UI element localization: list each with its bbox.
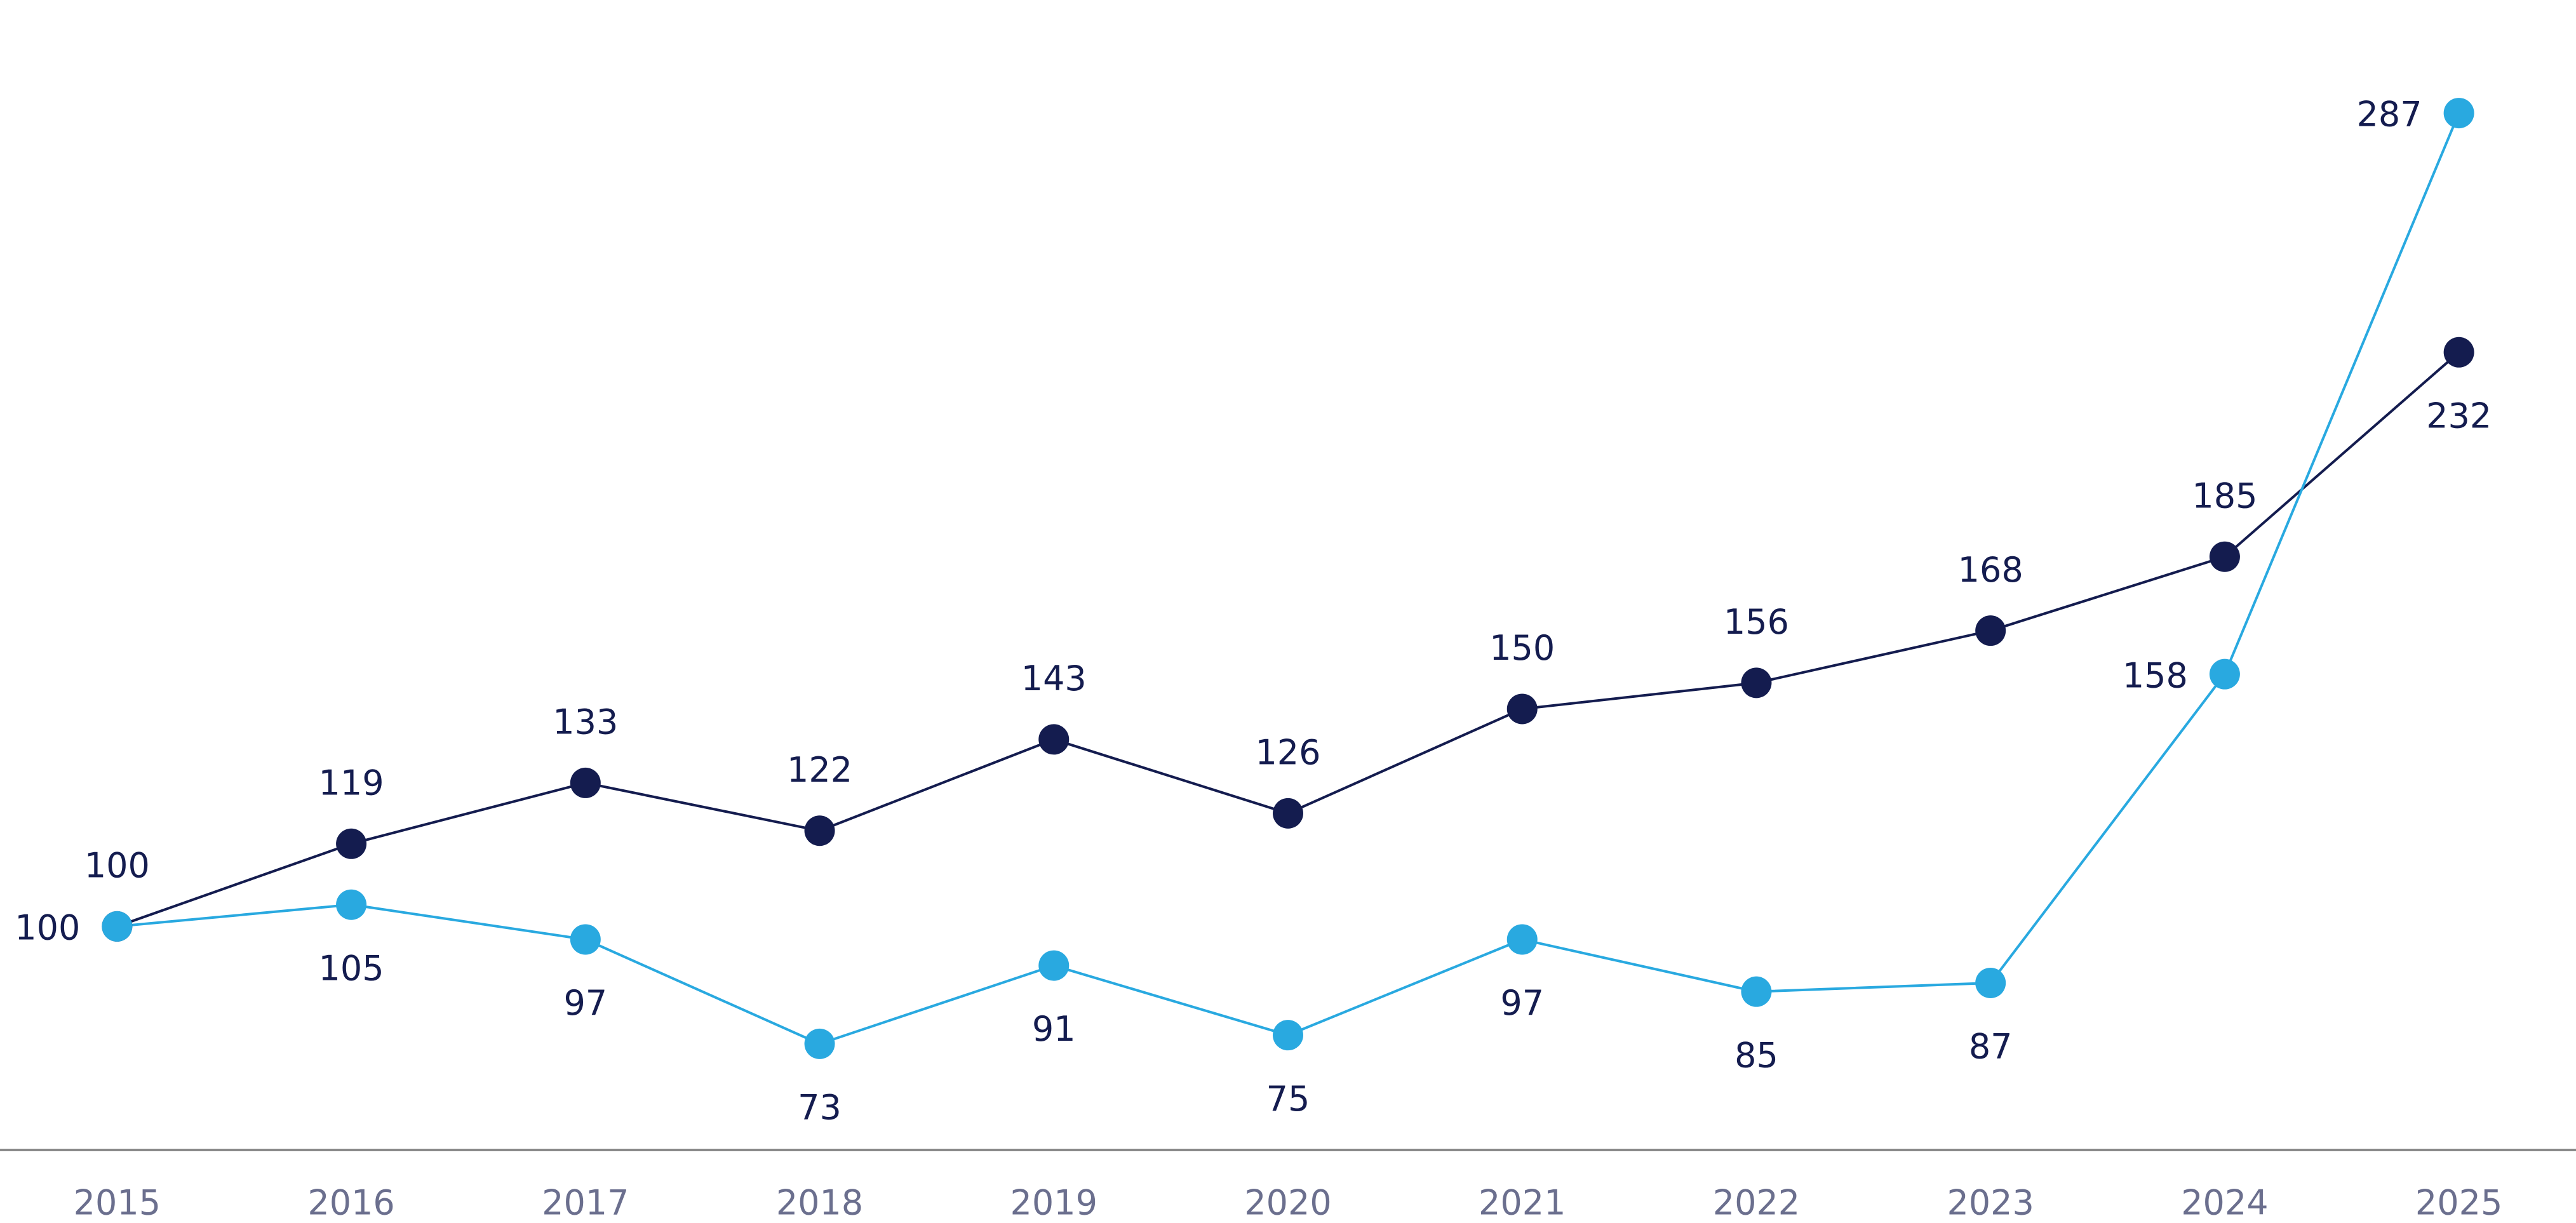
data-label: 97 <box>1500 983 1544 1023</box>
data-label: 97 <box>563 983 607 1023</box>
data-label: 158 <box>2123 655 2188 695</box>
x-tick-label: 2016 <box>307 1183 394 1223</box>
data-label: 105 <box>319 948 384 988</box>
x-tick-label: 2015 <box>74 1183 161 1223</box>
data-label: 156 <box>1724 602 1789 642</box>
point <box>1273 798 1303 829</box>
x-tick-label: 2019 <box>1010 1183 1097 1223</box>
series-line <box>117 112 2460 1046</box>
data-label: 100 <box>15 908 80 948</box>
point <box>1506 693 1538 725</box>
point <box>804 1028 835 1059</box>
x-tick-label: 2017 <box>542 1183 629 1223</box>
x-tick-label: 2025 <box>2415 1183 2502 1223</box>
data-label: 168 <box>1958 550 2023 590</box>
point <box>2209 658 2240 690</box>
data-label: 150 <box>1489 628 1555 668</box>
data-label: 119 <box>319 763 384 803</box>
x-tick-label: 2021 <box>1479 1183 1566 1223</box>
data-label: 100 <box>84 846 150 886</box>
data-label: 91 <box>1032 1009 1076 1049</box>
point <box>1975 615 2006 646</box>
data-label: 75 <box>1266 1079 1310 1119</box>
point <box>1038 724 1070 755</box>
point <box>1273 1020 1303 1051</box>
data-label: 87 <box>1969 1027 2013 1067</box>
point <box>804 815 835 846</box>
data-label: 133 <box>553 702 618 742</box>
series-line <box>116 351 2460 928</box>
data-label: 73 <box>798 1088 842 1128</box>
point <box>1741 976 1772 1007</box>
point <box>1741 667 1772 698</box>
point <box>570 924 601 955</box>
data-label: 185 <box>2192 476 2257 516</box>
data-label: 287 <box>2357 95 2422 135</box>
point <box>2443 98 2474 129</box>
data-label: 85 <box>1734 1035 1778 1075</box>
point <box>570 767 601 798</box>
x-tick-label: 2023 <box>1947 1183 2034 1223</box>
point <box>336 828 367 859</box>
point <box>102 911 133 942</box>
data-label: 143 <box>1021 658 1087 698</box>
data-label: 126 <box>1255 732 1320 772</box>
x-tick-label: 2022 <box>1713 1183 1800 1223</box>
point <box>2443 337 2474 368</box>
data-label: 122 <box>787 750 852 790</box>
data-label: 232 <box>2426 396 2492 436</box>
x-tick-label: 2018 <box>776 1183 863 1223</box>
x-tick-label: 2020 <box>1244 1183 1331 1223</box>
point <box>1975 967 2006 998</box>
point <box>1038 950 1070 981</box>
x-tick-label: 2024 <box>2181 1183 2268 1223</box>
point <box>1506 924 1538 955</box>
point <box>336 889 367 920</box>
point <box>2209 541 2240 572</box>
